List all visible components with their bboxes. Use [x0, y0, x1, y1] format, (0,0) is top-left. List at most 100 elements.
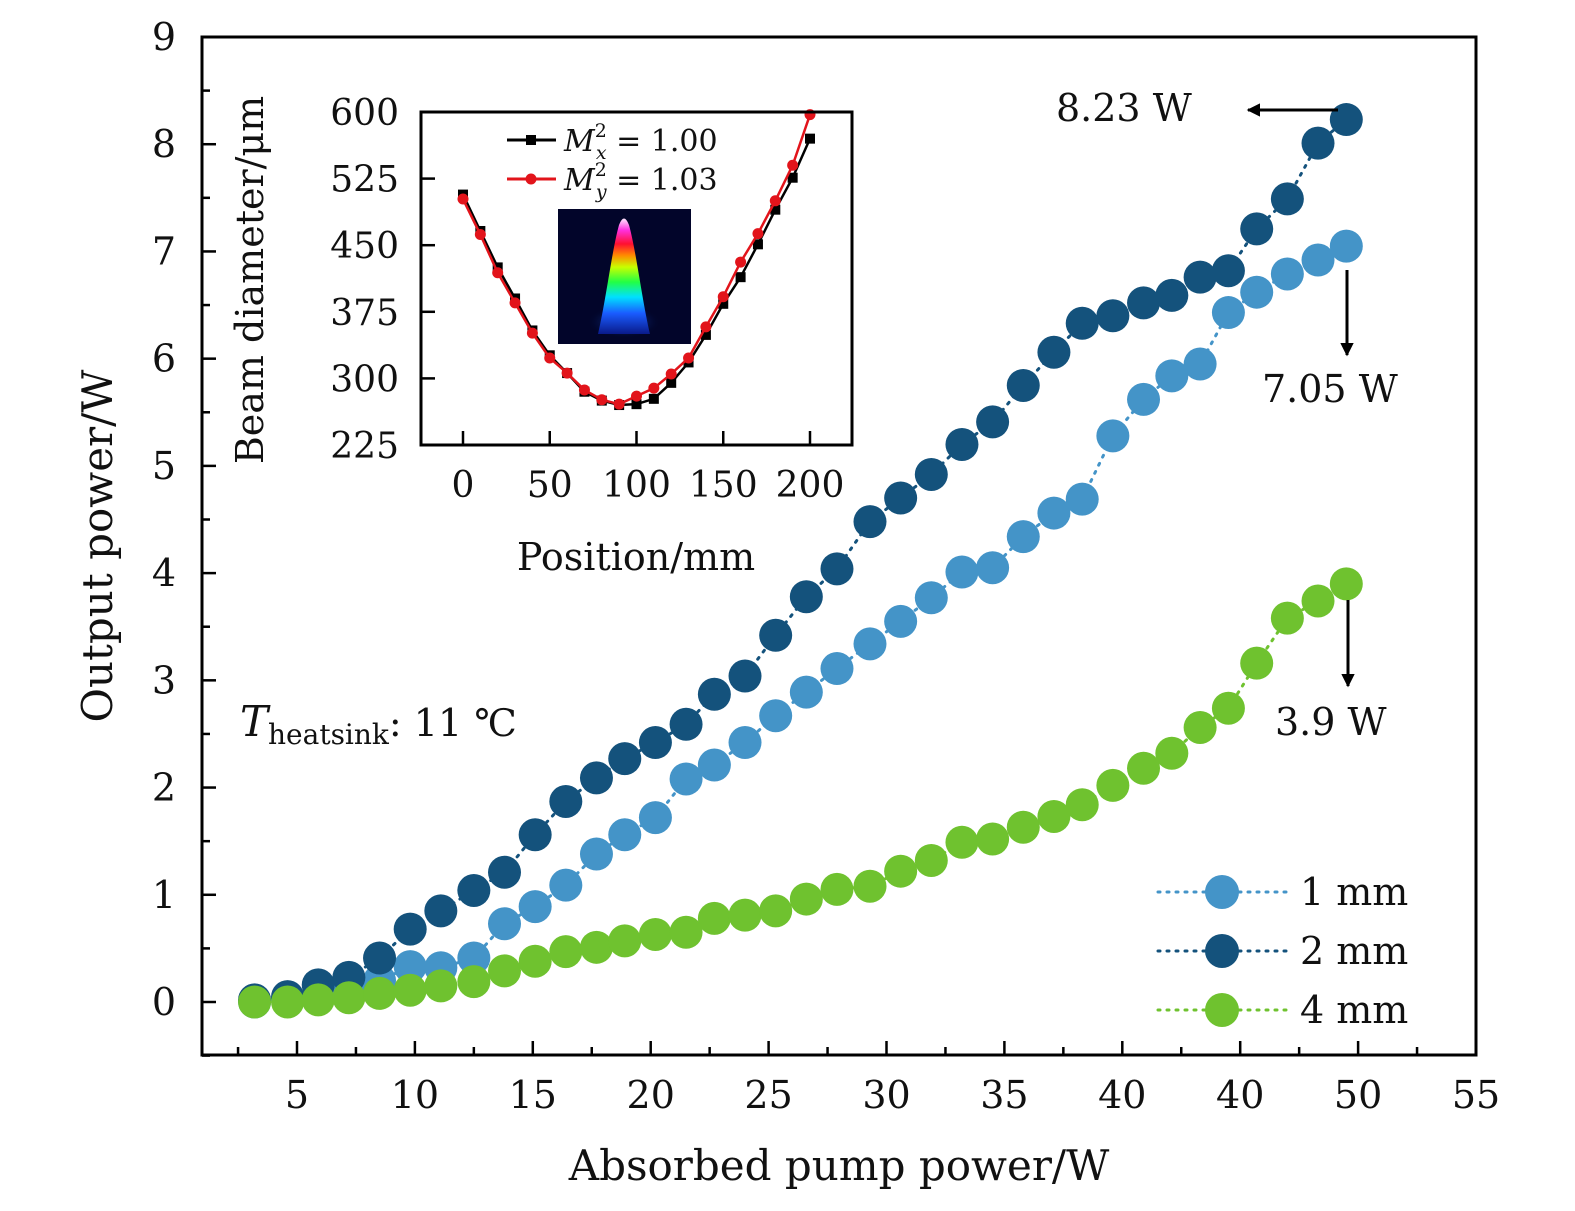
inset-y-tick-label: 600	[330, 93, 399, 134]
inset-point-my	[509, 297, 521, 309]
inset-point-my	[457, 193, 469, 205]
data-point-1mm	[1301, 243, 1335, 277]
data-point-4mm	[1037, 800, 1071, 834]
data-point-2mm	[363, 941, 397, 975]
inset-point-my	[787, 159, 799, 171]
data-point-1mm	[1211, 296, 1245, 330]
inset-legend-label-my: M2 y = 1.03	[563, 159, 718, 203]
y-tick-label: 7	[152, 229, 176, 273]
inset-y-tick-label: 225	[330, 426, 399, 467]
data-point-2mm	[1183, 260, 1217, 294]
inset-point-mx	[666, 377, 677, 388]
heatsink-symbol: T	[240, 697, 271, 746]
annotation-7-05-label: 7.05 W	[1262, 367, 1398, 411]
x-tick-label: 5	[285, 1073, 309, 1117]
data-point-2mm	[1270, 182, 1304, 216]
inset-point-my	[665, 368, 677, 380]
data-point-1mm	[820, 652, 854, 686]
data-point-4mm	[424, 969, 458, 1003]
data-point-4mm	[1270, 601, 1304, 635]
series-4mm	[238, 567, 1363, 1019]
data-point-1mm	[914, 581, 948, 615]
heatsink-subscript: heatsink	[268, 718, 390, 751]
data-point-4mm	[1183, 711, 1217, 745]
x-tick-label: 40	[1098, 1073, 1146, 1117]
data-point-1mm	[697, 748, 731, 782]
data-point-2mm	[1329, 103, 1363, 137]
x-tick-label: 55	[1452, 1073, 1500, 1117]
data-point-2mm	[608, 742, 642, 776]
inset-x-tick-label: 100	[602, 465, 671, 506]
data-point-2mm	[853, 505, 887, 539]
beam-profile-image	[558, 209, 691, 344]
data-point-4mm	[1127, 751, 1161, 785]
y-tick-label: 1	[152, 873, 176, 917]
data-point-2mm	[914, 457, 948, 491]
x-tick-label: 40	[1216, 1073, 1264, 1117]
legend-item-2mm[interactable]: 2 mm	[1156, 929, 1408, 973]
data-point-1mm	[1006, 520, 1040, 554]
data-point-2mm	[820, 552, 854, 586]
data-point-1mm	[853, 627, 887, 661]
data-point-4mm	[1096, 768, 1130, 802]
my-superscript: 2	[595, 159, 607, 181]
data-point-4mm	[363, 976, 397, 1010]
data-point-1mm	[608, 818, 642, 852]
data-point-1mm	[579, 837, 613, 871]
data-point-2mm	[669, 707, 703, 741]
inset-legend-item-my[interactable]: M2 y = 1.03	[507, 159, 718, 203]
data-point-2mm	[424, 894, 458, 928]
data-point-1mm	[393, 950, 427, 984]
inset-point-my	[492, 267, 504, 279]
mx-symbol: M	[563, 124, 596, 159]
inset-legend: M2 x = 1.00 M2 y = 1.03	[507, 120, 718, 203]
inset-point-my	[717, 291, 729, 303]
data-point-2mm	[488, 855, 522, 889]
data-point-4mm	[789, 882, 823, 916]
data-point-1mm	[1065, 482, 1099, 516]
inset-point-mx	[770, 204, 781, 215]
annotation-8-23-label: 8.23 W	[1056, 86, 1192, 130]
data-point-1mm	[549, 868, 583, 902]
data-point-4mm	[1211, 691, 1245, 725]
legend-label-4mm: 4 mm	[1300, 988, 1408, 1032]
data-point-1mm	[1155, 359, 1189, 393]
data-point-4mm	[884, 854, 918, 888]
data-point-2mm	[518, 818, 552, 852]
data-point-2mm	[728, 659, 762, 693]
y-tick-label: 6	[152, 337, 176, 381]
inset-point-my	[752, 228, 764, 240]
inset-y-tick-label: 300	[330, 359, 399, 400]
data-point-2mm	[945, 427, 979, 461]
data-point-4mm	[1065, 788, 1099, 822]
data-point-1mm	[976, 551, 1010, 585]
inset-legend-marker-mx	[526, 135, 536, 145]
data-point-1mm	[1240, 275, 1274, 309]
legend-item-4mm[interactable]: 4 mm	[1156, 988, 1408, 1032]
data-point-4mm	[820, 872, 854, 906]
data-point-2mm	[1301, 126, 1335, 160]
x-tick-label: 20	[627, 1073, 675, 1117]
my-value: = 1.03	[607, 163, 718, 198]
x-tick-label: 10	[391, 1073, 439, 1117]
data-point-4mm	[549, 935, 583, 969]
inset-y-tick-label: 525	[330, 160, 399, 201]
x-tick-label: 50	[1334, 1073, 1382, 1117]
inset-point-my	[561, 367, 573, 379]
inset-chart: 0 50 100 150 200 225 300 375 450 525 600 Position/…	[228, 93, 854, 579]
inset-point-my	[648, 382, 660, 394]
data-point-1mm	[759, 699, 793, 733]
legend-item-1mm[interactable]: 1 mm	[1156, 870, 1408, 914]
inset-y-axis-title: Beam diameter/μm	[228, 96, 272, 464]
data-point-4mm	[393, 973, 427, 1007]
y-tick-label: 4	[152, 551, 176, 595]
data-point-2mm	[789, 580, 823, 614]
data-point-1mm	[1270, 257, 1304, 291]
data-point-1mm	[457, 941, 491, 975]
inset-point-mx	[752, 239, 763, 250]
inset-legend-item-mx[interactable]: M2 x = 1.00	[507, 120, 718, 164]
main-legend: 1 mm 2 mm 4 mm	[1156, 870, 1408, 1032]
main-series-layer	[238, 103, 1363, 1019]
